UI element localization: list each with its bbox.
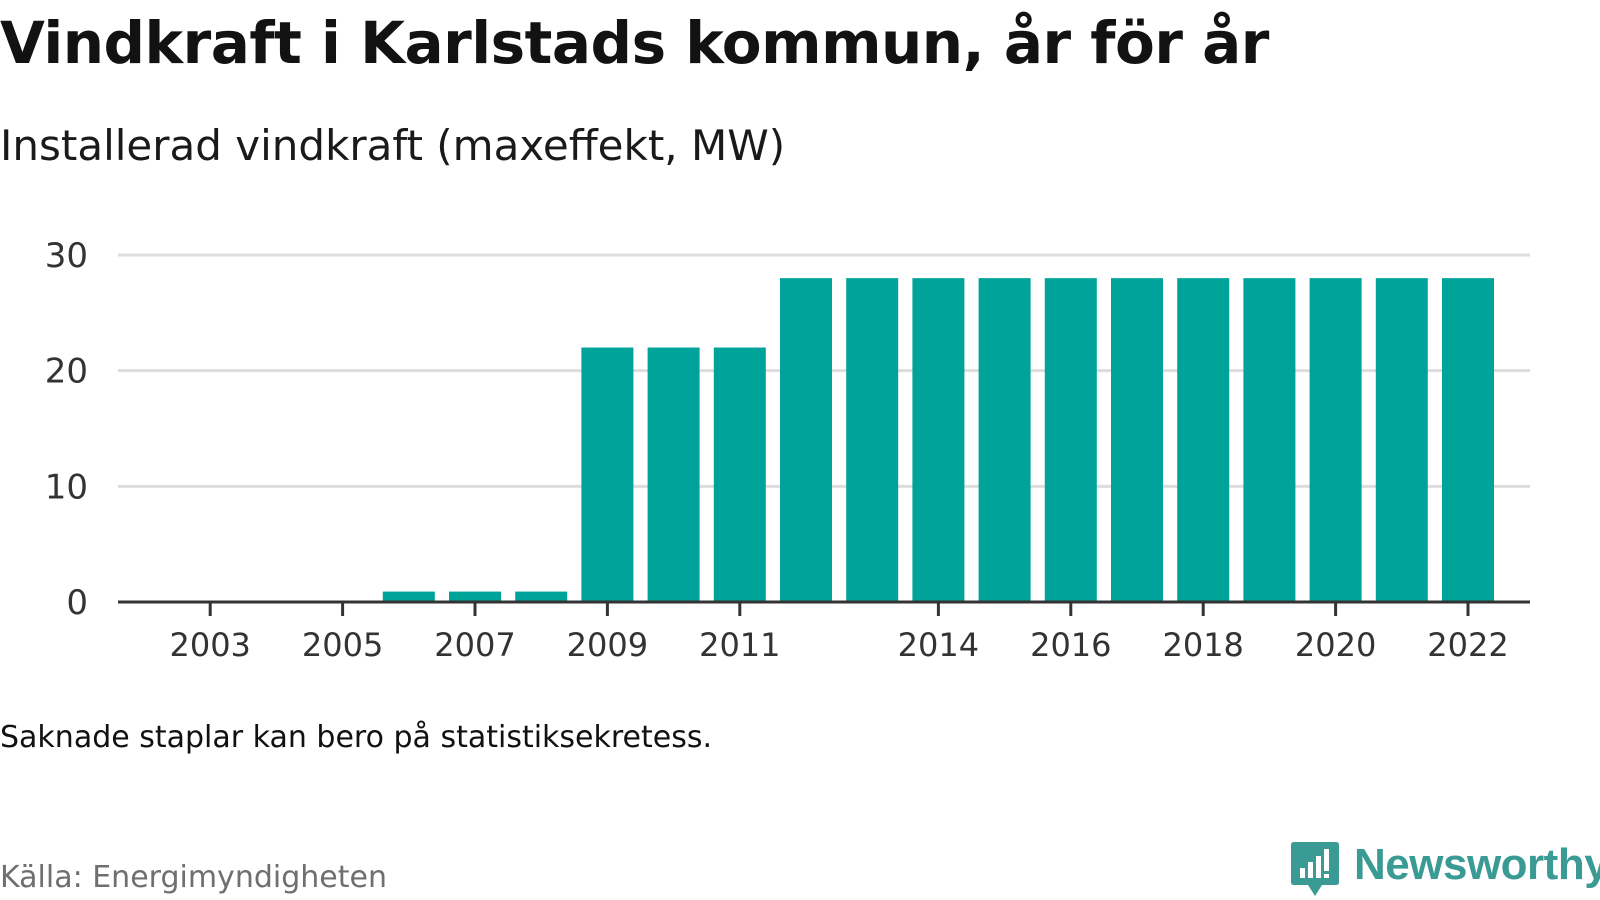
y-tick-label: 0 [66,583,88,623]
x-tick-label: 2011 [699,626,780,664]
newsworthy-logo-icon [1291,842,1339,896]
y-tick-label: 10 [45,467,88,507]
bars [382,278,1494,602]
bar-2015 [978,278,1031,602]
x-tick-label: 2014 [898,626,979,664]
x-tick-label: 2018 [1162,626,1243,664]
bar-2007 [449,591,501,602]
x-tick-label: 2007 [434,626,515,664]
bar-chart: 0 10 20 30 2003 2005 2007 2009 2011 2014 2016 2018… [45,236,1530,664]
x-tick-label: 2022 [1427,626,1508,664]
x-axis [118,600,1530,616]
bar-2008 [515,591,568,602]
x-tick-label: 2016 [1030,626,1111,664]
bar-2021 [1375,278,1428,602]
bar-2012 [780,278,832,602]
x-tick-label: 2020 [1295,626,1376,664]
bar-2014 [912,278,965,602]
brand-name: Newsworthy [1354,840,1600,889]
y-axis-labels: 0 10 20 30 [45,236,88,623]
footnote: Saknade staplar kan bero på statistiksek… [0,720,713,755]
bar-2020 [1309,278,1362,602]
x-tick-label: 2003 [169,626,250,664]
y-tick-label: 20 [45,352,88,392]
bar-2018 [1177,278,1230,602]
bar-2017 [1111,278,1163,602]
bar-2019 [1243,278,1296,602]
x-axis-labels: 2003 2005 2007 2009 2011 2014 2016 2018 2020 2022 [169,626,1508,664]
chart-subtitle: Installerad vindkraft (maxeffekt, MW) [0,121,786,170]
x-tick-label: 2009 [567,626,648,664]
x-tick-label: 2005 [302,626,383,664]
bar-2013 [846,278,899,602]
y-tick-label: 30 [45,236,88,276]
bar-2022 [1442,278,1494,602]
bar-2010 [647,347,700,602]
bar-2009 [581,347,634,602]
bar-2006 [382,591,435,602]
chart-title: Vindkraft i Karlstads kommun, år för år [0,9,1269,77]
bar-2011 [713,347,766,602]
source-text: Källa: Energimyndigheten [0,860,387,895]
brand-logo: Newsworthy [1290,840,1600,900]
bar-2016 [1044,278,1097,602]
